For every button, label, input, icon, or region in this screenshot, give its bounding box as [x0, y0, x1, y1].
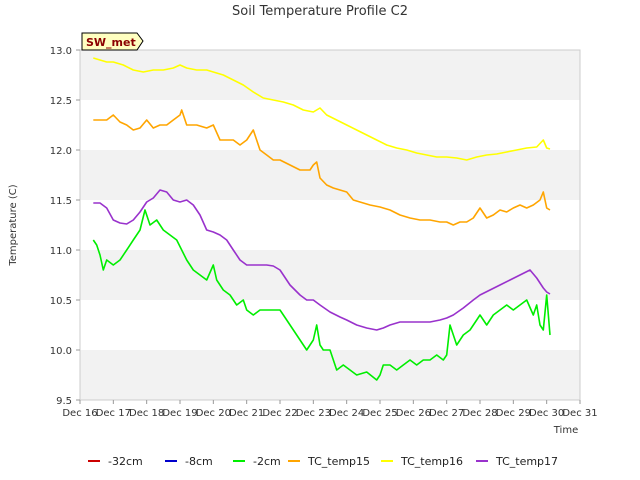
legend-label: -32cm	[108, 455, 143, 468]
grid-band	[80, 150, 580, 200]
x-tick-label: Dec 29	[496, 408, 531, 419]
x-tick-label: Dec 22	[262, 408, 297, 419]
grid-band	[80, 50, 580, 100]
x-tick-label: Dec 20	[196, 408, 231, 419]
series-line-TC-temp15	[93, 109, 551, 226]
y-tick-label: 11.5	[50, 196, 72, 207]
legend-label: -8cm	[185, 455, 213, 468]
y-tick-label: 11.0	[50, 246, 72, 257]
legend-label: TC_temp17	[495, 455, 558, 468]
x-tick-label: Dec 17	[96, 408, 131, 419]
x-tick-label: Dec 26	[396, 408, 431, 419]
x-tick-label: Dec 19	[162, 408, 197, 419]
station-badge: SW_met	[81, 32, 144, 51]
y-tick-label: 12.5	[50, 96, 72, 107]
y-tick-label: 10.5	[50, 296, 72, 307]
series-lines	[92, 57, 551, 381]
x-axis-label: Time	[553, 425, 578, 436]
grid-bands	[80, 50, 580, 400]
x-tick-label: Dec 21	[229, 408, 264, 419]
badge-box	[81, 32, 144, 51]
y-axis-label: Temperature (C)	[8, 184, 19, 266]
x-tick-label: Dec 23	[296, 408, 331, 419]
y-tick-label: 12.0	[50, 146, 72, 157]
series-line-TC-temp16	[93, 57, 551, 161]
x-tick-label: Dec 28	[462, 408, 497, 419]
legend-label: TC_temp16	[400, 455, 463, 468]
y-tick-label: 13.0	[50, 46, 72, 57]
grid-band	[80, 250, 580, 300]
x-tick-label: Dec 16	[62, 408, 97, 419]
legend: -32cm -8cm -2cm TC_temp15 TC_temp16 TC_temp17	[88, 455, 558, 468]
legend-label: TC_temp15	[307, 455, 370, 468]
series-line-2cm	[92, 209, 551, 381]
chart-title: Soil Temperature Profile C2	[232, 4, 408, 19]
legend-label: -2cm	[253, 455, 281, 468]
y-tick-label: 9.5	[56, 396, 72, 407]
x-tick-label: Dec 25	[362, 408, 397, 419]
plot-frame	[79, 49, 581, 401]
x-tick-label: Dec 30	[529, 408, 564, 419]
series-line-TC-temp17	[93, 189, 551, 331]
x-tick-label: Dec 31	[562, 408, 597, 419]
x-tick-label: Dec 27	[429, 408, 464, 419]
x-tick-label: Dec 24	[329, 408, 364, 419]
y-tick-label: 10.0	[50, 346, 72, 357]
y-axis-ticks: 9.5 10.0 10.5 11.0 11.5 12.0 12.5 13.0	[50, 46, 80, 407]
grid-band	[80, 350, 580, 400]
badge-label: SW_met	[86, 36, 136, 49]
x-tick-label: Dec 18	[129, 408, 164, 419]
